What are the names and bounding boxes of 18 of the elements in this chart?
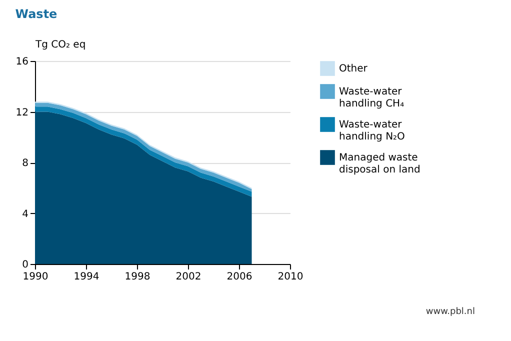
legend-label: Waste-water handling CH₄: [339, 86, 404, 110]
y-tick-label: 12: [16, 107, 28, 118]
x-tick-label: 1998: [124, 272, 150, 282]
x-tick-label: 2002: [176, 272, 202, 282]
y-axis-title: Tg CO₂ eq: [34, 40, 86, 50]
y-tick-label: 16: [16, 56, 28, 68]
x-tick-label: 2006: [226, 272, 252, 282]
text: www.pbl.nl: [426, 307, 475, 317]
legend-label: Other: [339, 64, 368, 74]
x-tick-label: 1994: [74, 272, 100, 282]
legend-label: Managed waste disposal on land: [339, 152, 420, 176]
x-tick-label: 1990: [22, 272, 48, 282]
y-tick-label: 4: [22, 208, 28, 220]
chart-title: Waste: [15, 7, 58, 21]
y-tick-label: 8: [22, 158, 28, 169]
legend-label: Waste-water handling N₂O: [339, 120, 406, 142]
x-tick-label: 2010: [278, 272, 304, 282]
y-tick-label: 0: [22, 260, 28, 270]
